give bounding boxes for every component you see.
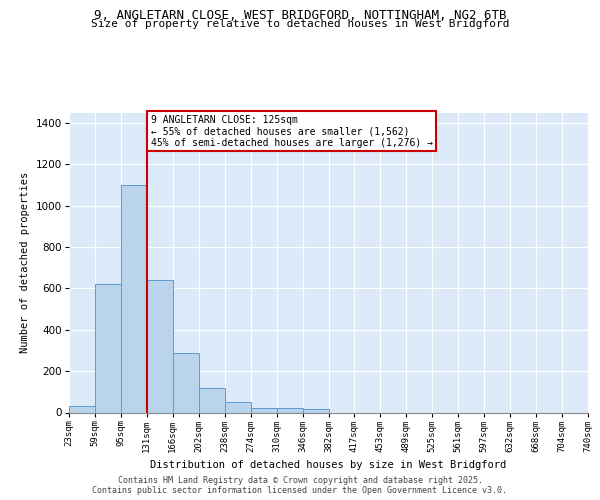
Text: Size of property relative to detached houses in West Bridgford: Size of property relative to detached ho… bbox=[91, 19, 509, 29]
Y-axis label: Number of detached properties: Number of detached properties bbox=[20, 172, 30, 353]
Bar bbox=[302, 410, 329, 412]
Text: Contains HM Land Registry data © Crown copyright and database right 2025.
Contai: Contains HM Land Registry data © Crown c… bbox=[92, 476, 508, 495]
Text: 9, ANGLETARN CLOSE, WEST BRIDGFORD, NOTTINGHAM, NG2 6TB: 9, ANGLETARN CLOSE, WEST BRIDGFORD, NOTT… bbox=[94, 9, 506, 22]
Bar bbox=[225, 402, 251, 412]
Bar bbox=[121, 185, 147, 412]
Bar bbox=[147, 280, 173, 412]
Bar bbox=[69, 406, 95, 412]
Text: 9 ANGLETARN CLOSE: 125sqm
← 55% of detached houses are smaller (1,562)
45% of se: 9 ANGLETARN CLOSE: 125sqm ← 55% of detac… bbox=[151, 114, 433, 148]
Bar bbox=[95, 284, 121, 412]
Bar bbox=[251, 408, 277, 412]
X-axis label: Distribution of detached houses by size in West Bridgford: Distribution of detached houses by size … bbox=[151, 460, 506, 470]
Bar bbox=[199, 388, 224, 412]
Bar bbox=[173, 352, 199, 412]
Bar bbox=[277, 408, 302, 412]
